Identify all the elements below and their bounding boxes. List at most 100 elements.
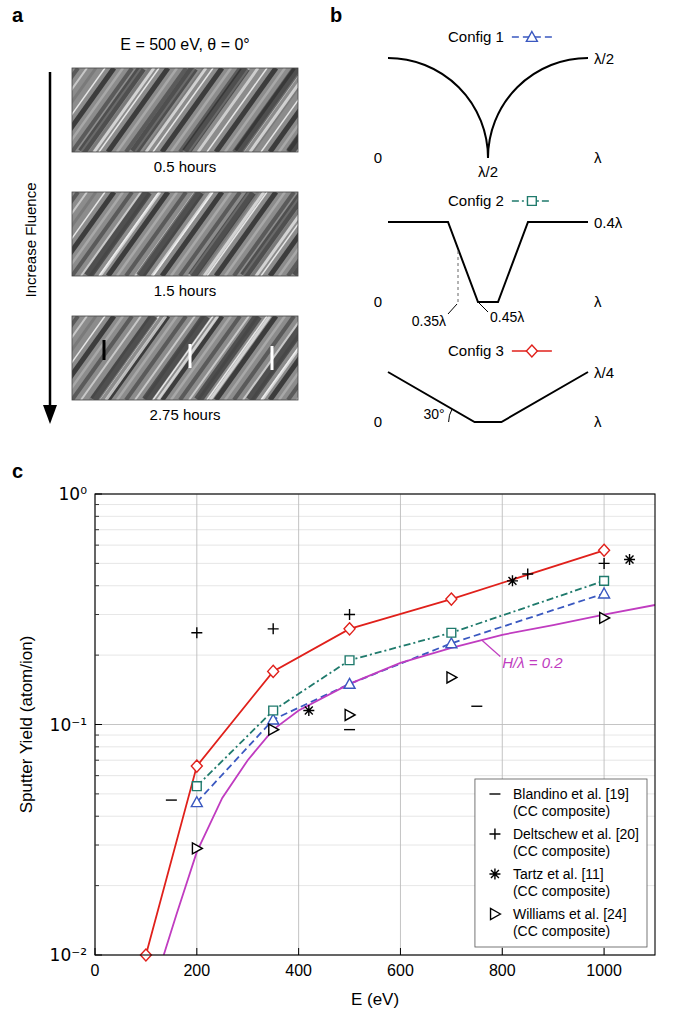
data-point [345, 656, 354, 665]
tick-label: 10⁰ [59, 484, 88, 504]
data-point [191, 627, 202, 638]
minor-tick [95, 614, 99, 615]
sem-image [72, 68, 298, 152]
series-label: H/λ = 0.2 [502, 654, 563, 671]
image-frame [72, 316, 298, 400]
sem-image [72, 192, 298, 276]
tick [604, 948, 605, 955]
data-point [507, 575, 518, 586]
tick-label: 1000 [586, 962, 622, 979]
legend-marker [526, 345, 537, 357]
legend-marker [526, 32, 537, 42]
data-point [344, 623, 355, 635]
plot-ground [95, 494, 655, 955]
tick-label: 800 [489, 962, 516, 979]
mark-label: 30° [423, 406, 444, 422]
mark-label: 0.35λ [412, 313, 446, 329]
legend-marker [489, 869, 500, 880]
ripple [238, 68, 298, 152]
data-point [191, 797, 202, 807]
condition: E = 500 eV, θ = 0° [120, 36, 249, 53]
minor-grid [95, 545, 655, 546]
fluence-arrow [49, 72, 52, 410]
legend-marker [489, 793, 500, 794]
ripple [94, 316, 154, 400]
minor-tick [95, 885, 99, 886]
tick-label: 10⁻¹ [50, 715, 87, 735]
data-point [599, 544, 610, 556]
minor-tick [95, 529, 99, 530]
data-point [344, 609, 355, 620]
markers [140, 544, 635, 961]
height-label: λ/4 [594, 364, 614, 381]
data-point [268, 623, 279, 634]
minor-tick [95, 585, 99, 586]
minor-grid [95, 563, 655, 564]
series-line [197, 594, 604, 803]
texture [81, 192, 141, 276]
panel-letter: a [12, 4, 24, 26]
y-axis-title: Sputter Yield (atom/ion) [17, 636, 36, 814]
minor-grid [95, 585, 655, 586]
grid [95, 494, 655, 955]
minor-tick [95, 735, 99, 736]
panel-letter: c [12, 460, 23, 482]
minor-tick [95, 793, 99, 794]
ripple-edge [256, 192, 298, 276]
grid-line [95, 724, 655, 725]
legend-marker [489, 829, 500, 840]
caption: 2.75 hours [150, 406, 221, 423]
panel-letter: b [330, 4, 342, 26]
texture [81, 68, 141, 152]
panel-a: E = 500 eV, θ = 0°0.5 hours1.5 hours2.75… [18, 36, 483, 424]
config-title: Config 1 [448, 28, 504, 45]
texture [81, 316, 141, 400]
arrow-head [43, 405, 57, 424]
tick-label: 400 [285, 962, 312, 979]
ripple [244, 192, 298, 276]
minor-grid [95, 516, 655, 517]
minor-tick [95, 775, 99, 776]
data-point [192, 843, 202, 854]
minor-tick [95, 760, 99, 761]
pointer [448, 304, 457, 314]
minor-tick [95, 545, 99, 546]
minor-tick [95, 516, 99, 517]
data-point [192, 782, 201, 791]
figure: a b c E = 500 eV, θ = 0°0.5 hours1.5 hours2… [0, 0, 676, 1030]
tick-label: 0 [91, 962, 100, 979]
right-label: λ [594, 413, 602, 430]
pointer [479, 303, 488, 312]
data-point [600, 612, 610, 623]
image-frame [72, 68, 298, 152]
image-frame [72, 192, 298, 276]
data-point [446, 638, 457, 648]
ripple-edge [250, 68, 298, 152]
tick [298, 948, 299, 955]
marker-bar [103, 340, 106, 360]
minor-tick [95, 563, 99, 564]
minor-grid [95, 614, 655, 615]
plot-frame [95, 494, 655, 955]
series-line [197, 581, 604, 786]
ripple-edge [262, 316, 298, 400]
legend-line-1: Tartz et al. [11] [513, 866, 604, 882]
minor-grid [95, 746, 655, 747]
data-point [191, 760, 202, 772]
data-point [599, 588, 610, 598]
panel-b: Config 10λλ/2λ/2Config 20λ0.4λ0.35λ0.45λ… [374, 28, 623, 430]
lines [146, 550, 655, 955]
data-point [624, 554, 635, 565]
legend-line-1: Blandino et al. [19] [513, 786, 629, 802]
legend-label: Blandino et al. [19](CC composite) [513, 786, 629, 819]
legend-line-2: (CC composite) [513, 803, 610, 819]
data-point [522, 568, 533, 579]
minor-grid [95, 760, 655, 761]
tick [502, 948, 503, 955]
marker-bar [189, 344, 192, 368]
right-label: λ [594, 293, 602, 310]
data-point [600, 576, 609, 585]
data-point [303, 705, 314, 716]
legend-box [475, 779, 647, 947]
legend-label: Williams et al. [24](CC composite) [513, 906, 627, 939]
